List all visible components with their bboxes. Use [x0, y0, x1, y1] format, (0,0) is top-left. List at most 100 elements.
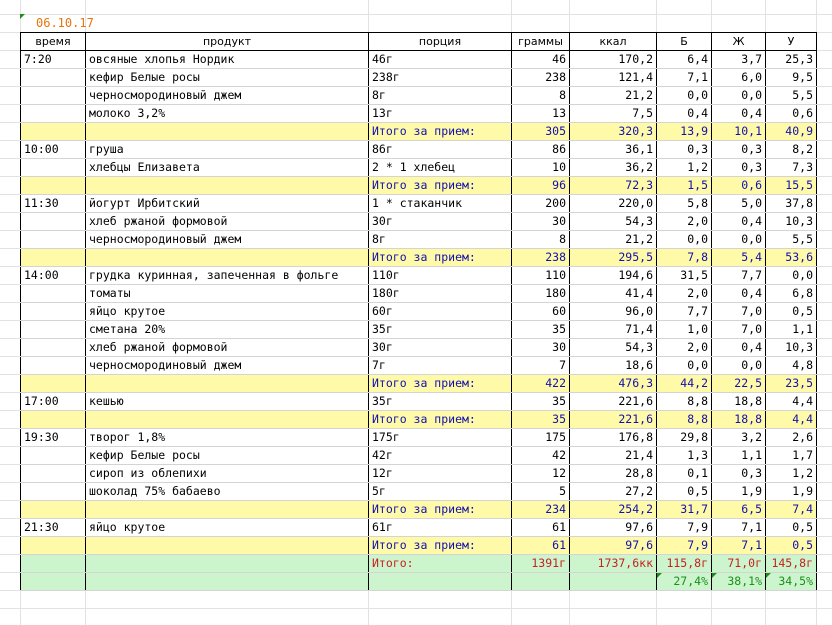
cell-grams[interactable]: 180 — [511, 284, 570, 303]
cell-product[interactable]: хлеб ржаной формовой — [85, 338, 369, 357]
cell-portion[interactable]: Итого: — [368, 554, 512, 573]
cell-grams[interactable]: 46 — [511, 50, 570, 69]
cell-protein[interactable]: 0,0 — [656, 356, 712, 375]
cell-kcal[interactable]: 194,6 — [569, 266, 657, 285]
cell-portion[interactable]: 238г — [368, 68, 512, 87]
cell-portion[interactable]: 5г — [368, 482, 512, 501]
cell-product[interactable]: груша — [85, 140, 369, 159]
cell-kcal[interactable]: 21,2 — [569, 86, 657, 105]
cell-kcal[interactable]: 54,3 — [569, 212, 657, 231]
cell-carbs[interactable]: 4,8 — [765, 356, 817, 375]
cell-time[interactable]: 21:30 — [20, 518, 86, 537]
cell-protein[interactable]: 1,5 — [656, 176, 712, 195]
cell-protein[interactable]: 7,9 — [656, 518, 712, 537]
cell-fat[interactable]: 18,8 — [711, 392, 766, 411]
cell-product[interactable]: яйцо крутое — [85, 302, 369, 321]
cell-kcal[interactable]: 27,2 — [569, 482, 657, 501]
cell-carbs[interactable]: 4,4 — [765, 410, 817, 429]
cell-portion[interactable]: 35г — [368, 392, 512, 411]
cell-fat[interactable]: 0,3 — [711, 464, 766, 483]
cell-grams[interactable] — [511, 572, 570, 591]
cell-time[interactable] — [20, 320, 86, 339]
cell-product[interactable]: кефир Белые росы — [85, 68, 369, 87]
cell-fat[interactable]: 6,5 — [711, 500, 766, 519]
cell-portion[interactable]: 60г — [368, 302, 512, 321]
cell-kcal[interactable]: 21,2 — [569, 230, 657, 249]
cell-portion[interactable]: Итого за прием: — [368, 374, 512, 393]
cell-portion[interactable]: 7г — [368, 356, 512, 375]
cell-protein[interactable]: 27,4% — [656, 572, 712, 591]
cell-time[interactable] — [20, 554, 86, 573]
cell-grams[interactable]: 96 — [511, 176, 570, 195]
cell-carbs[interactable]: 1,9 — [765, 482, 817, 501]
cell-fat[interactable]: 0,0 — [711, 356, 766, 375]
cell-portion[interactable]: Итого за прием: — [368, 248, 512, 267]
cell-kcal[interactable]: 97,6 — [569, 518, 657, 537]
cell-time[interactable] — [20, 410, 86, 429]
cell-kcal[interactable]: 18,6 — [569, 356, 657, 375]
cell-product[interactable]: сметана 20% — [85, 320, 369, 339]
cell-time[interactable] — [20, 104, 86, 123]
cell-grams[interactable]: 86 — [511, 140, 570, 159]
cell-time[interactable]: 14:00 — [20, 266, 86, 285]
cell-grams[interactable]: 1391г — [511, 554, 570, 573]
cell-product[interactable] — [85, 554, 369, 573]
cell-fat[interactable]: 71,0г — [711, 554, 766, 573]
cell-protein[interactable]: 1,3 — [656, 446, 712, 465]
cell-kcal[interactable]: 54,3 — [569, 338, 657, 357]
cell-carbs[interactable]: 6,8 — [765, 284, 817, 303]
cell-portion[interactable]: 46г — [368, 50, 512, 69]
cell-time[interactable] — [20, 86, 86, 105]
cell-protein[interactable]: 2,0 — [656, 212, 712, 231]
cell-carbs[interactable]: 40,9 — [765, 122, 817, 141]
cell-protein[interactable]: 0,4 — [656, 104, 712, 123]
cell-fat[interactable]: 0,3 — [711, 158, 766, 177]
cell-grams[interactable]: 60 — [511, 302, 570, 321]
cell-grams[interactable]: 13 — [511, 104, 570, 123]
cell-kcal[interactable]: 72,3 — [569, 176, 657, 195]
cell-portion[interactable] — [368, 572, 512, 591]
cell-product[interactable]: томаты — [85, 284, 369, 303]
cell-fat[interactable]: 0,4 — [711, 104, 766, 123]
cell-grams[interactable]: 110 — [511, 266, 570, 285]
cell-fat[interactable]: 10,1 — [711, 122, 766, 141]
cell-portion[interactable]: 35г — [368, 320, 512, 339]
cell-portion[interactable]: 86г — [368, 140, 512, 159]
cell-carbs[interactable]: 37,8 — [765, 194, 817, 213]
cell-carbs[interactable]: 10,3 — [765, 212, 817, 231]
cell-grams[interactable]: 234 — [511, 500, 570, 519]
header-fat[interactable]: Ж — [711, 32, 766, 51]
cell-product[interactable] — [85, 122, 369, 141]
cell-carbs[interactable]: 34,5% — [765, 572, 817, 591]
cell-portion[interactable]: 61г — [368, 518, 512, 537]
cell-fat[interactable]: 0,0 — [711, 86, 766, 105]
cell-protein[interactable]: 0,1 — [656, 464, 712, 483]
header-time[interactable]: время — [20, 32, 86, 51]
cell-product[interactable]: хлебцы Елизавета — [85, 158, 369, 177]
cell-fat[interactable]: 38,1% — [711, 572, 766, 591]
cell-portion[interactable]: 2 * 1 хлебец — [368, 158, 512, 177]
cell-grams[interactable]: 61 — [511, 536, 570, 555]
cell-grams[interactable]: 35 — [511, 410, 570, 429]
cell-time[interactable] — [20, 464, 86, 483]
cell-fat[interactable]: 1,9 — [711, 482, 766, 501]
cell-product[interactable]: йогурт Ирбитский — [85, 194, 369, 213]
cell-kcal[interactable]: 7,5 — [569, 104, 657, 123]
cell-grams[interactable]: 61 — [511, 518, 570, 537]
cell-time[interactable] — [20, 158, 86, 177]
cell-grams[interactable]: 35 — [511, 392, 570, 411]
cell-carbs[interactable]: 5,5 — [765, 230, 817, 249]
cell-carbs[interactable]: 2,6 — [765, 428, 817, 447]
cell-carbs[interactable]: 53,6 — [765, 248, 817, 267]
cell-grams[interactable]: 30 — [511, 212, 570, 231]
cell-grams[interactable]: 175 — [511, 428, 570, 447]
cell-fat[interactable]: 5,0 — [711, 194, 766, 213]
cell-carbs[interactable]: 7,4 — [765, 500, 817, 519]
cell-time[interactable] — [20, 284, 86, 303]
cell-grams[interactable]: 200 — [511, 194, 570, 213]
cell-product[interactable] — [85, 248, 369, 267]
cell-grams[interactable]: 5 — [511, 482, 570, 501]
cell-time[interactable] — [20, 230, 86, 249]
cell-product[interactable]: черносмородиновый джем — [85, 86, 369, 105]
cell-portion[interactable]: 110г — [368, 266, 512, 285]
